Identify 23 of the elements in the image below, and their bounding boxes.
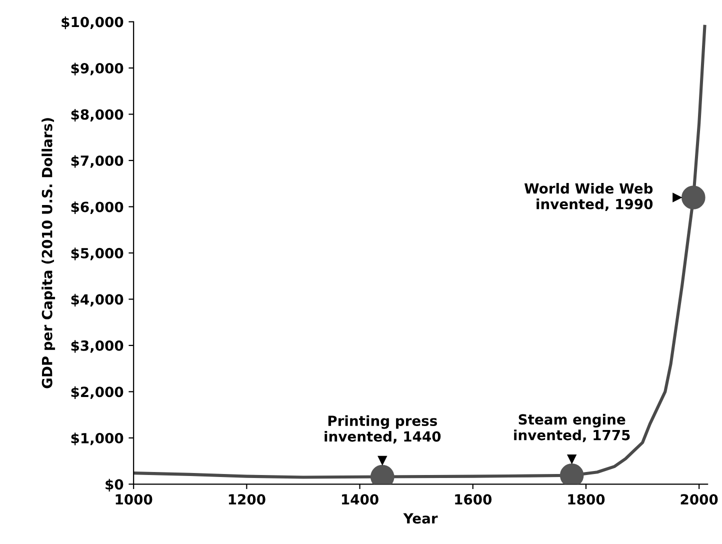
y-tick-label: $5,000 [71,248,124,260]
y-tick-label: $1,000 [71,432,124,446]
annotation: Steam engine invented, 1775 [514,414,630,442]
y-axis-title: GDP per Capita (2010 U.S. Dollars) [42,118,56,388]
y-tick-label: $10,000 [62,16,124,30]
point [682,186,706,210]
x-tick-label: 1200 [228,494,266,505]
y-tick-label: $3,000 [71,340,124,353]
x-axis-title: Year [403,513,438,524]
y-tick-label: $0 [106,478,124,492]
x-tick-label: 1400 [342,494,378,505]
x-tick-label: 2000 [680,494,718,505]
x-tick-label: 1800 [568,494,605,505]
y-tick-label: $4,000 [71,294,124,307]
y-tick-label: $7,000 [71,155,124,168]
annotation: Printing press invented, 1440 [324,415,441,444]
x-tick-label: 1000 [116,494,152,505]
annotation: World Wide Web invented, 1990 [524,182,653,212]
y-tick-label: $2,000 [71,386,124,399]
y-tick-label: $9,000 [71,62,124,76]
y-tick-label: $6,000 [71,201,124,214]
x-tick-label: 1600 [455,494,492,505]
y-tick-label: $8,000 [71,108,124,122]
